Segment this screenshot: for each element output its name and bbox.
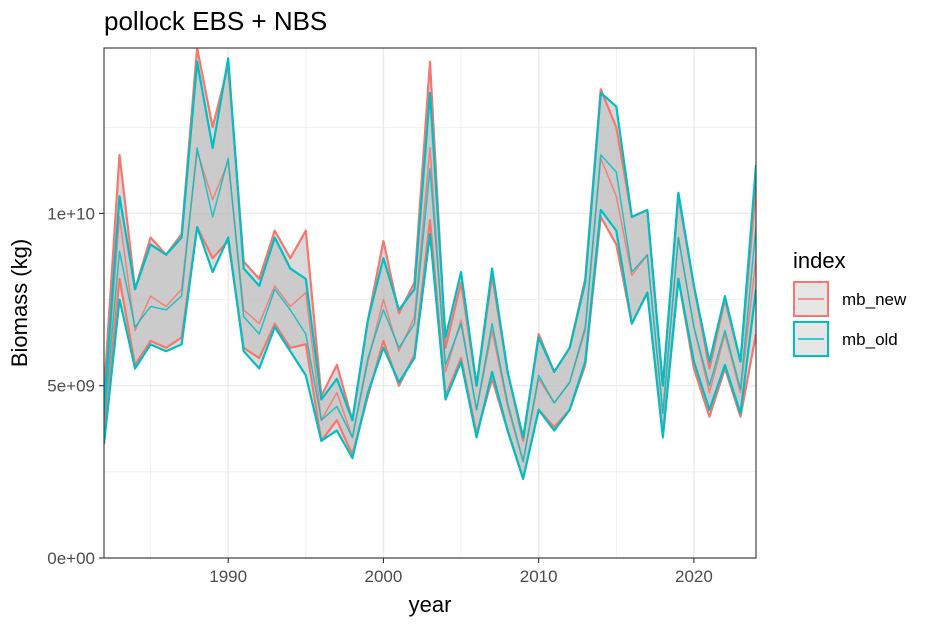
y-tick-label: 1e+10 xyxy=(47,204,95,223)
x-axis: 1990 2000 2010 2020 xyxy=(209,558,713,586)
panel-border xyxy=(103,47,757,559)
x-tick-label: 2010 xyxy=(520,567,558,586)
legend-label-mb_new: mb_new xyxy=(842,290,907,309)
x-tick-label: 1990 xyxy=(209,567,247,586)
y-tick-label: 0e+00 xyxy=(47,549,95,568)
ribbons xyxy=(104,48,756,479)
legend: index mb_new mb_old xyxy=(793,248,907,357)
y-axis-title: Biomass (kg) xyxy=(7,239,32,367)
legend-title: index xyxy=(793,248,846,273)
line-mb_old-mid xyxy=(104,147,756,463)
y-axis: 0e+00 5e+09 1e+10 xyxy=(47,204,104,568)
line-mb_old-upper xyxy=(104,57,756,439)
y-tick-label: 5e+09 xyxy=(47,377,95,396)
chart-title: pollock EBS + NBS xyxy=(104,6,327,36)
x-axis-title: year xyxy=(409,592,452,617)
legend-item-mb_old: mb_old xyxy=(793,321,898,357)
plot-panel xyxy=(103,47,757,559)
legend-item-mb_new: mb_new xyxy=(793,281,907,317)
line-mb_old-lower xyxy=(104,208,756,480)
legend-label-mb_old: mb_old xyxy=(842,330,898,349)
ribbon-mb_old xyxy=(104,58,756,479)
x-tick-label: 2020 xyxy=(675,567,713,586)
x-tick-label: 2000 xyxy=(365,567,403,586)
series-lines xyxy=(104,48,756,480)
